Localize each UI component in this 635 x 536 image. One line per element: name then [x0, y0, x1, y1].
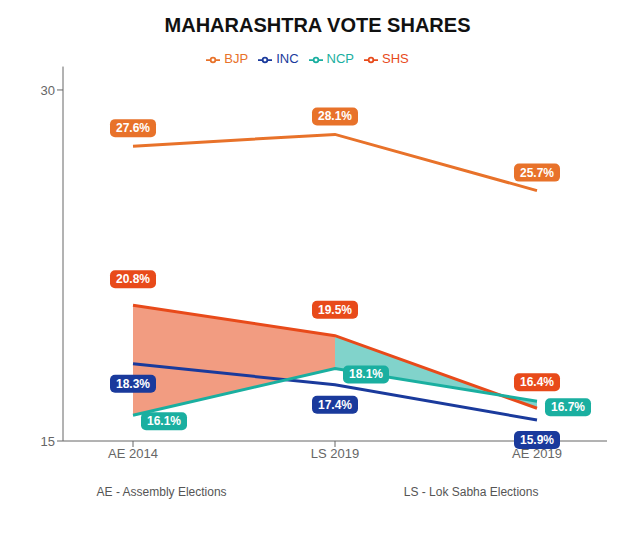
html-text:AE - Assembly Elections: AE - Assembly Elections — [96, 485, 227, 499]
svg-text:AE 2014: AE 2014 — [108, 446, 158, 461]
svg-text:25.7%: 25.7% — [520, 166, 554, 180]
html-text:NCP: NCP — [326, 51, 354, 66]
svg-text:20.8%: 20.8% — [116, 272, 150, 286]
svg-text:19.5%: 19.5% — [318, 303, 352, 317]
svg-text:16.4%: 16.4% — [520, 375, 554, 389]
svg-text:LS 2019: LS 2019 — [311, 446, 359, 461]
svg-text:17.4%: 17.4% — [318, 398, 352, 412]
svg-text:18.3%: 18.3% — [116, 377, 150, 391]
html-text:INC: INC — [276, 51, 299, 66]
svg-text:15.9%: 15.9% — [520, 433, 554, 447]
html-text:SHS: SHS — [382, 51, 409, 66]
svg-text:15: 15 — [41, 434, 55, 449]
svg-text:30: 30 — [41, 83, 55, 98]
svg-text:16.7%: 16.7% — [551, 400, 585, 414]
svg-text:AE 2019: AE 2019 — [512, 446, 562, 462]
svg-text:28.1%: 28.1% — [318, 109, 352, 123]
html-text:LS - Lok Sabha Elections: LS - Lok Sabha Elections — [403, 485, 539, 499]
html-text:BJP: BJP — [224, 51, 249, 66]
svg-text:16.1%: 16.1% — [147, 414, 181, 428]
svg-text:18.1%: 18.1% — [349, 367, 383, 381]
svg-text:27.6%: 27.6% — [116, 121, 150, 135]
html-text:MAHARASHTRA VOTE SHARES: MAHARASHTRA VOTE SHARES — [164, 14, 471, 36]
